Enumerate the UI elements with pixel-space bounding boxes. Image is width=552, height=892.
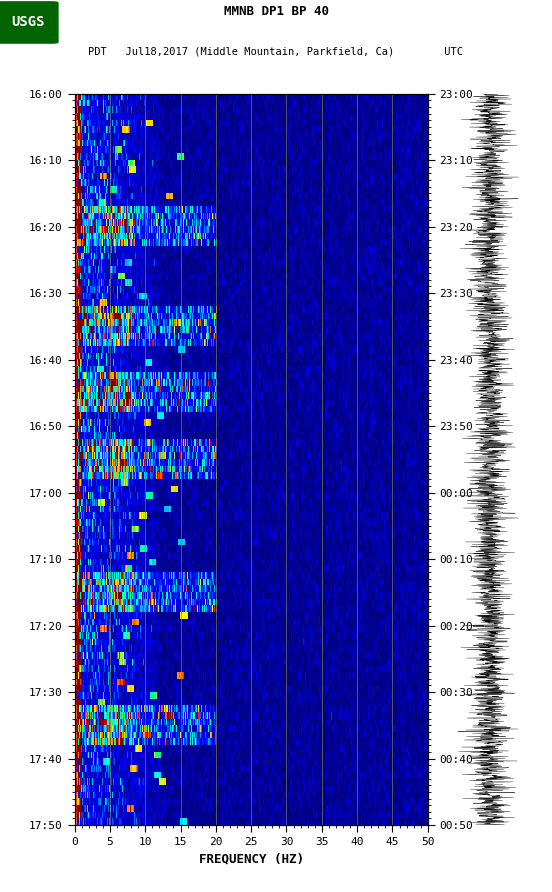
FancyBboxPatch shape	[0, 2, 58, 43]
Text: PDT   Jul18,2017 (Middle Mountain, Parkfield, Ca)        UTC: PDT Jul18,2017 (Middle Mountain, Parkfie…	[88, 46, 464, 57]
Text: MMNB DP1 BP 40: MMNB DP1 BP 40	[224, 4, 328, 18]
Text: USGS: USGS	[11, 15, 44, 29]
X-axis label: FREQUENCY (HZ): FREQUENCY (HZ)	[199, 853, 304, 865]
